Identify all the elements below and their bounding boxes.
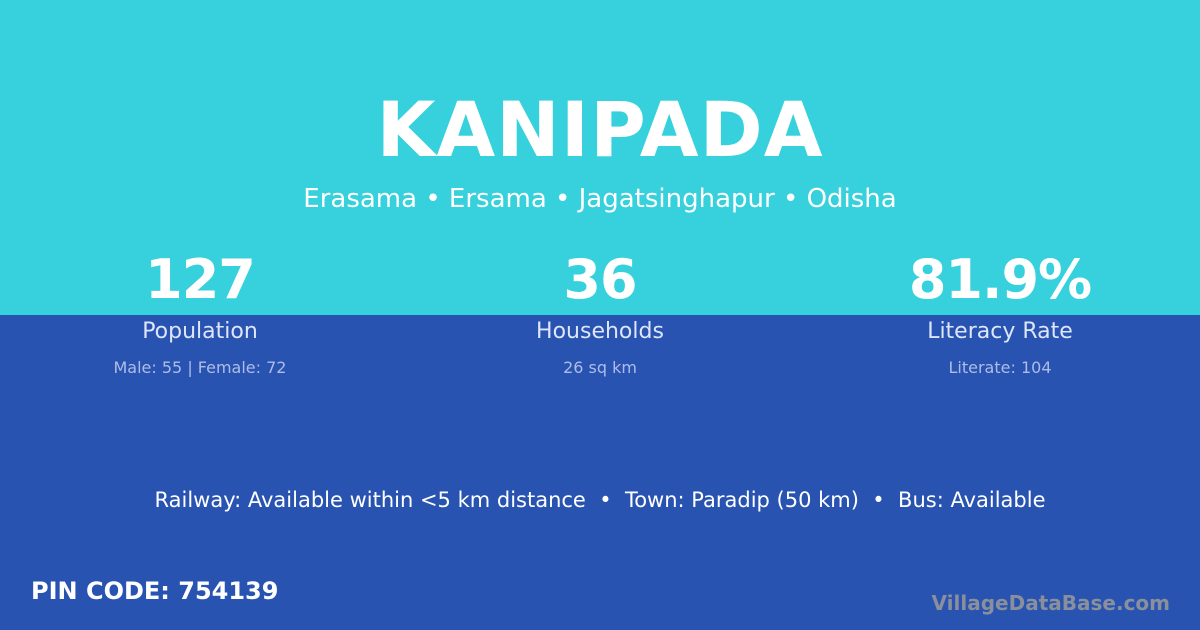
stat-detail: Male: 55 | Female: 72 [113, 358, 287, 377]
stat-label: Literacy Rate [927, 319, 1073, 344]
stat-literacy: 81.9% Literacy Rate Literate: 104 [800, 248, 1200, 380]
watermark-logo: VillageDataBase.com [931, 591, 1170, 615]
stat-detail: Literate: 104 [948, 358, 1052, 377]
transport-info: Railway: Available within <5 km distance… [154, 488, 1046, 512]
stat-households: 36 Households 26 sq km [400, 248, 800, 380]
stat-value: 127 [145, 248, 256, 311]
stats-band [0, 315, 1200, 630]
stat-value: 81.9% [908, 248, 1092, 311]
stat-population: 127 Population Male: 55 | Female: 72 [0, 248, 400, 380]
stat-value: 36 [563, 248, 637, 311]
pin-code: PIN CODE: 754139 [31, 577, 279, 605]
header-band [0, 0, 1200, 315]
stat-detail: 26 sq km [563, 358, 637, 377]
stat-label: Population [142, 319, 258, 344]
village-name: KANIPADA [376, 85, 824, 174]
stat-label: Households [536, 319, 664, 344]
location-breadcrumb: Erasama • Ersama • Jagatsinghapur • Odis… [303, 184, 897, 214]
